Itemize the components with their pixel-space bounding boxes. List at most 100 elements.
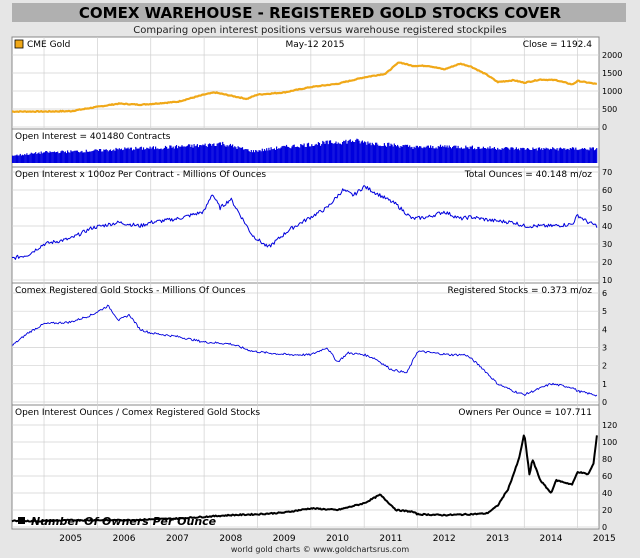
open-interest-bar [179,146,181,163]
open-interest-bar [460,147,462,163]
open-interest-bar [145,149,147,163]
open-interest-bar [156,148,158,163]
open-interest-bar [425,146,427,163]
open-interest-bar [585,148,587,163]
open-interest-bar [268,147,270,163]
open-interest-bar [115,147,117,163]
open-interest-bar [436,148,438,163]
open-interest-bar [513,149,515,163]
open-interest-bar [112,150,114,163]
open-interest-bar [346,143,348,163]
open-interest-bar [532,147,534,163]
open-interest-bar [197,147,200,163]
open-interest-bar [178,145,180,163]
open-interest-bar [245,149,247,163]
open-interest-bar [525,149,527,163]
open-interest-bar [84,152,86,163]
open-interest-bar [393,143,395,163]
open-interest-bar [82,152,84,163]
open-interest-bar [116,148,118,163]
open-interest-bar [236,149,238,163]
open-interest-bar [376,142,378,163]
open-interest-bar [40,151,42,163]
open-interest-bar [421,147,423,163]
open-interest-bar [136,148,138,163]
open-interest-bar [229,143,231,163]
open-interest-bar [168,148,170,163]
open-interest-bar [100,149,102,163]
open-interest-bar [194,146,196,163]
open-interest-bar [288,147,290,163]
open-interest-bar [200,145,202,163]
open-interest-bar [516,149,519,163]
open-interest-bar [188,144,190,163]
open-interest-bar [497,147,499,163]
x-tick-label: 2005 [59,534,82,544]
open-interest-bar [339,143,341,163]
open-interest-bar [266,148,268,163]
panels [11,36,600,530]
open-interest-bar [149,146,151,163]
open-interest-bar [226,145,228,163]
open-interest-bar [89,151,91,163]
open-interest-bar [324,143,326,163]
open-interest-bar [335,141,337,163]
open-interest-bar [18,155,20,163]
open-interest-bar [366,144,368,163]
open-interest-bar [58,153,60,163]
open-interest-bar [81,150,83,163]
open-interest-bar [147,148,149,163]
open-interest-bar [57,151,59,163]
open-interest-bar [586,149,588,163]
open-interest-bar [46,151,48,163]
owners-value: Owners Per Ounce = 107.711 [458,408,592,418]
open-interest-bar [538,147,541,163]
open-interest-bar [579,149,581,163]
open-interest-bar [549,148,552,163]
open-interest-bar [510,147,512,163]
open-interest-bar [195,145,197,163]
open-interest-bar [490,148,492,163]
title-bar [12,3,626,22]
open-interest-bar [449,147,451,163]
open-interest-bar [546,148,548,163]
open-interest-bar [382,146,384,163]
open-interest-bar [488,148,490,163]
open-interest-bar [423,146,425,163]
open-interest-bar [106,150,108,163]
open-interest-bar [426,145,428,163]
open-interest-bar [373,145,376,163]
open-interest-bar [512,147,514,163]
open-interest-bar [380,146,382,163]
open-interest-bar [170,145,172,163]
open-interest-bar [328,140,330,163]
open-interest-bar [222,141,224,163]
open-interest-bar [247,149,249,163]
y-tick-label: 100 [602,438,617,447]
open-interest-bar [584,148,586,163]
open-interest-bar [68,152,70,163]
open-interest-bar [228,145,230,163]
open-interest-bar [271,149,273,163]
open-interest-bar [398,146,400,163]
registered-stocks-label: Comex Registered Gold Stocks - Millions … [15,286,246,296]
open-interest-bar [318,142,321,163]
y-tick-label: 1000 [602,87,622,96]
open-interest-bar [350,142,352,163]
open-interest-bar [65,153,68,163]
open-interest-bar [563,148,565,163]
open-interest-bar [483,148,486,163]
x-tick-label: 2010 [326,534,349,544]
open-interest-bar [37,153,39,163]
open-interest-bar [347,141,349,163]
open-interest-bar [107,151,109,163]
open-interest-bar [108,150,110,163]
open-interest-bar [595,149,597,163]
open-interest-bar [305,147,307,163]
open-interest-bar [541,148,543,163]
open-interest-bar [214,146,216,163]
open-interest-bar [587,149,589,163]
y-tick-label: 500 [602,105,617,114]
open-interest-bar [256,150,258,163]
open-interest-bar [158,149,160,163]
